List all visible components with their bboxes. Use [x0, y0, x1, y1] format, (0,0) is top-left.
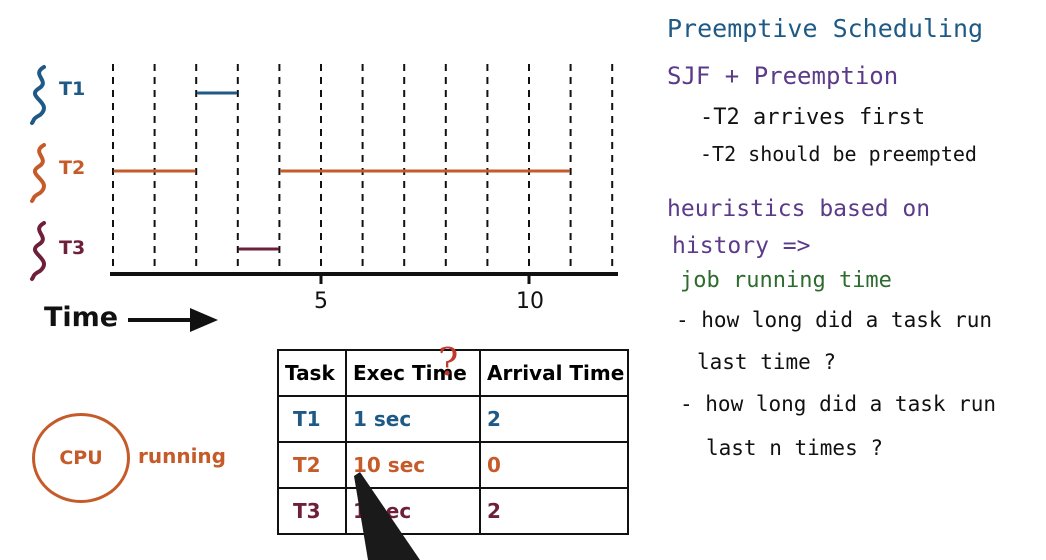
question-mark-annotation: ?	[438, 340, 459, 384]
task-label-t1: T1	[59, 78, 86, 100]
tick-label-5: 5	[314, 289, 328, 314]
exec-cell: 10 sec	[345, 441, 481, 489]
notes-question-2a: - how long did a task run	[680, 392, 997, 416]
task-squiggle-t2	[30, 143, 46, 203]
task-cell: T3	[277, 487, 347, 535]
notes-bullet-2: -T2 should be preempted	[700, 142, 977, 166]
arrival-cell: 2	[479, 487, 629, 535]
task-label-t3: T3	[59, 237, 86, 259]
pen-icon	[354, 472, 420, 560]
task-cell: T1	[277, 395, 347, 443]
notes-job-running: job running time	[680, 268, 892, 293]
notes-heuristics-2: history =>	[672, 233, 811, 259]
timeline-diagram	[30, 64, 618, 284]
table-header-row: Task Exec Time Arrival Time	[277, 349, 629, 397]
task-cell: T2	[277, 441, 347, 489]
task-squiggles	[30, 65, 46, 281]
tick-label-10: 10	[516, 289, 544, 314]
arrival-cell: 2	[479, 395, 629, 443]
notes-question-1b: last time ?	[697, 350, 837, 374]
cpu-status: running	[138, 444, 226, 468]
cpu-circle: CPU	[32, 413, 130, 503]
arrival-cell: 0	[479, 441, 629, 489]
header-arrival-time: Arrival Time	[479, 349, 629, 397]
header-task: Task	[277, 349, 347, 397]
notes-title: Preemptive Scheduling	[667, 14, 984, 43]
time-grid-lines	[112, 64, 614, 272]
task-squiggle-t3	[30, 221, 46, 281]
right-arrow-icon	[128, 308, 218, 332]
table-row: T3 1 sec 2	[277, 487, 629, 535]
axis-ticks	[319, 274, 531, 284]
notes-subtitle: SJF + Preemption	[667, 62, 899, 90]
time-axis-label: Time	[44, 302, 119, 333]
task-table: Task Exec Time Arrival Time T1 1 sec 2 T…	[277, 349, 629, 535]
notes-bullet-1: -T2 arrives first	[700, 105, 926, 130]
table-row: T1 1 sec 2	[277, 395, 629, 443]
header-exec-time: Exec Time	[345, 349, 481, 397]
notes-question-2b: last n times ?	[706, 436, 884, 460]
notes-heuristics-1: heuristics based on	[667, 196, 931, 222]
task-label-t2: T2	[59, 157, 86, 179]
task-segments	[113, 91, 571, 251]
cpu-label: CPU	[59, 447, 103, 469]
task-squiggle-t1	[30, 65, 46, 125]
exec-cell: 1 sec	[345, 395, 481, 443]
table-row: T2 10 sec 0	[277, 441, 629, 489]
notes-question-1a: - how long did a task run	[676, 308, 993, 332]
